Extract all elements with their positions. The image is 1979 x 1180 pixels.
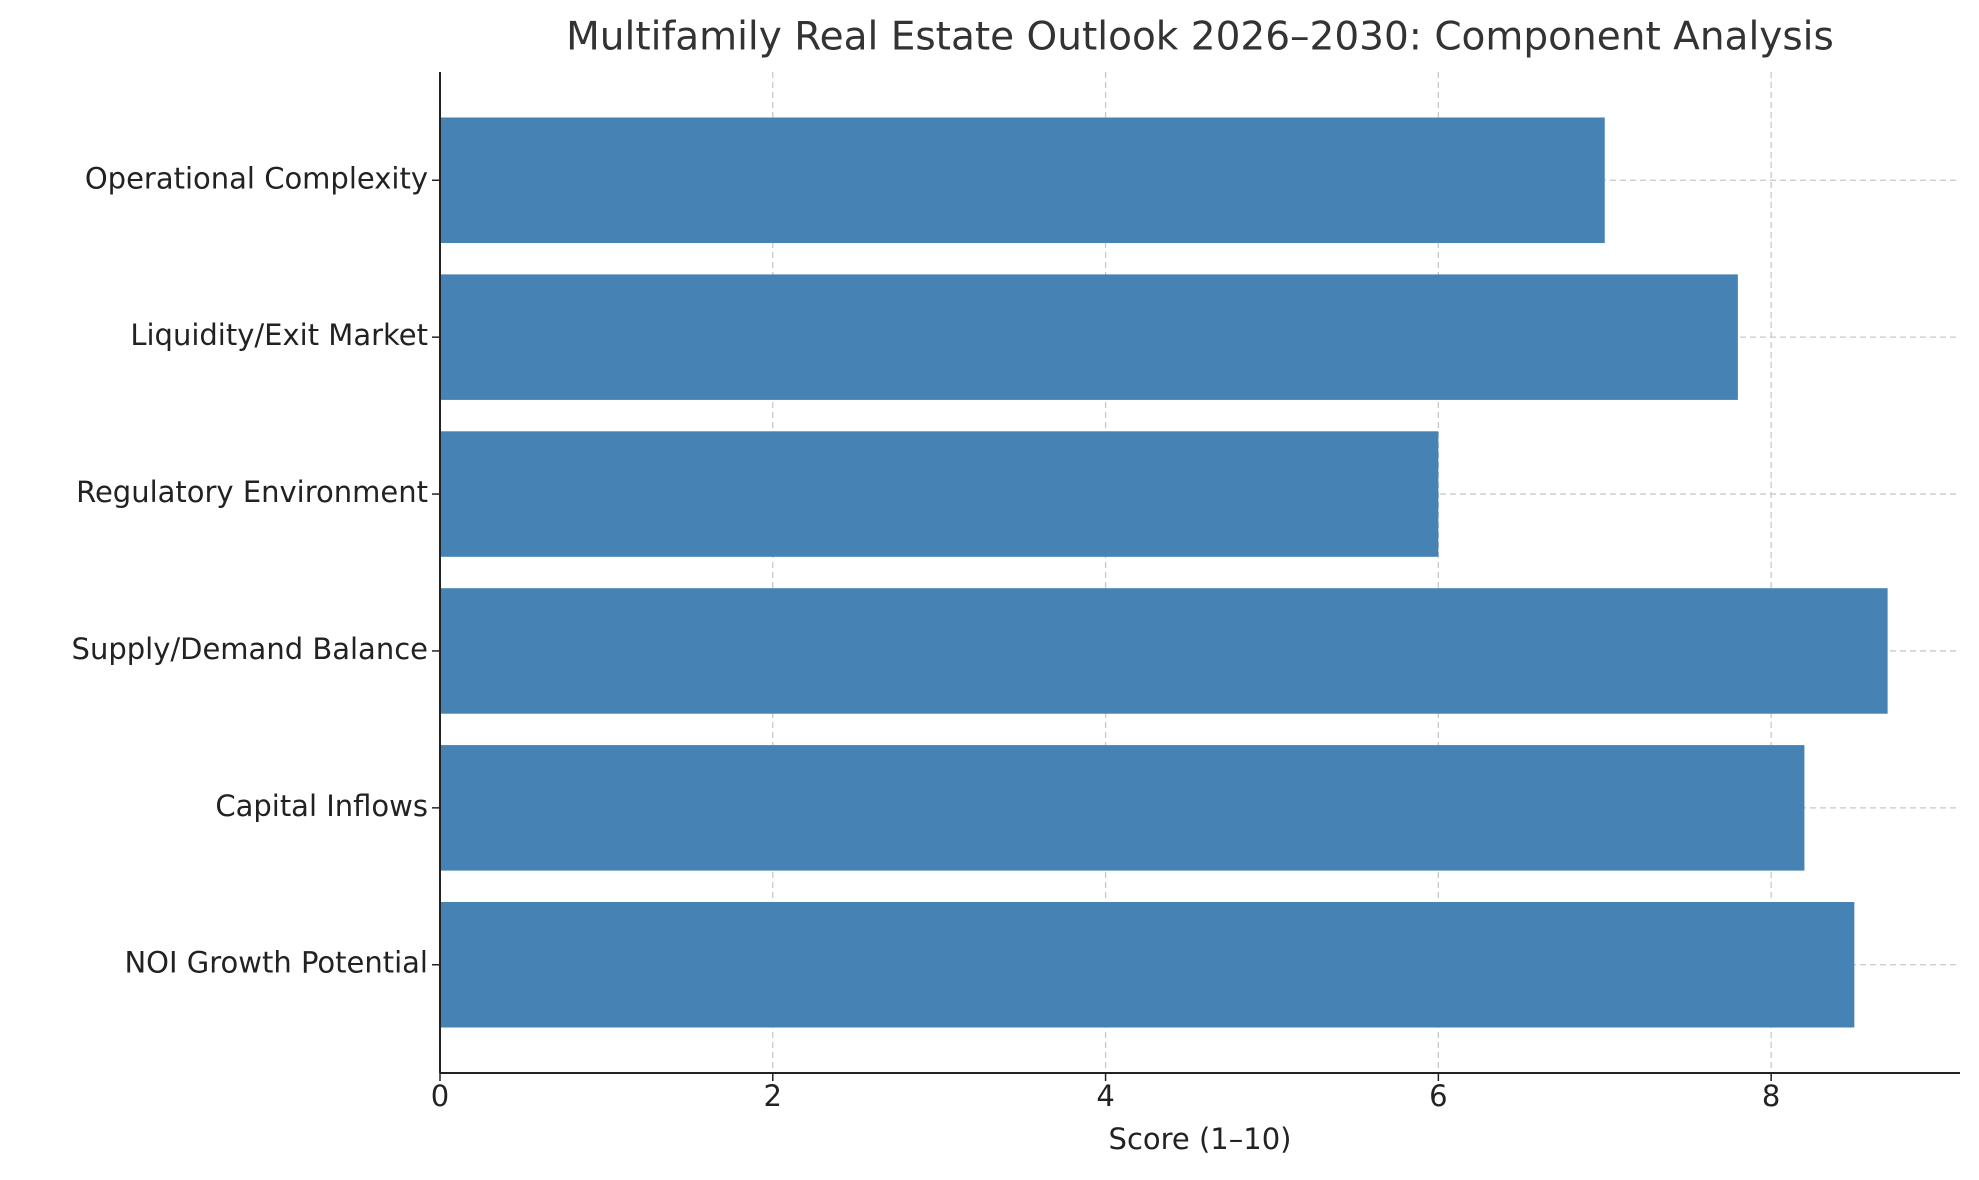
- y-tick-label: NOI Growth Potential: [124, 946, 428, 980]
- bar: [440, 274, 1738, 400]
- bar: [440, 901, 1855, 1028]
- y-tick-label: Supply/Demand Balance: [72, 632, 428, 666]
- bar: [440, 431, 1439, 557]
- y-tick-label: Capital Inflows: [215, 789, 428, 823]
- x-tick-label: 8: [1762, 1079, 1780, 1113]
- y-tick-label: Regulatory Environment: [76, 475, 428, 509]
- x-axis-label: Score (1–10): [1109, 1122, 1292, 1156]
- x-tick-label: 2: [764, 1079, 782, 1113]
- bar: [440, 117, 1605, 244]
- y-tick-label: Operational Complexity: [85, 161, 428, 195]
- bar: [440, 588, 1888, 714]
- x-tick-label: 6: [1429, 1079, 1447, 1113]
- y-tick-label: Liquidity/Exit Market: [130, 318, 428, 352]
- bar: [440, 745, 1805, 871]
- chart-title: Multifamily Real Estate Outlook 2026–203…: [566, 15, 1834, 60]
- x-tick-label: 0: [431, 1079, 449, 1113]
- x-tick-label: 4: [1096, 1079, 1114, 1113]
